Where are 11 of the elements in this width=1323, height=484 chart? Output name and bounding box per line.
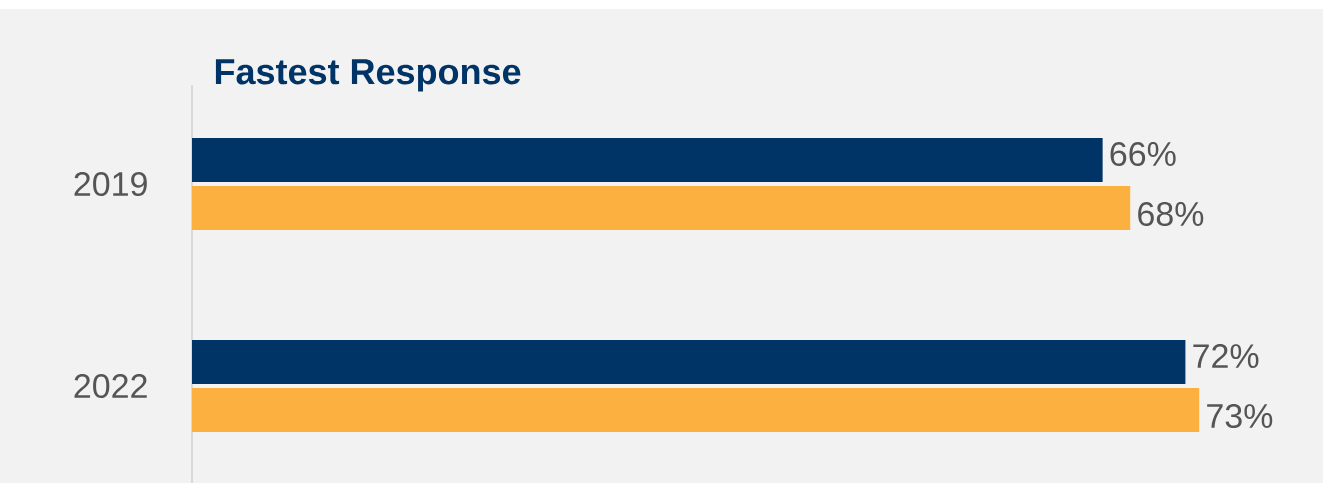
- bar: [192, 186, 1131, 231]
- chart-title: Fastest Response: [215, 59, 521, 92]
- y-tick-label: 2019: [74, 172, 147, 197]
- data-label: 73%: [1207, 404, 1273, 429]
- data-label: 68%: [1138, 202, 1204, 227]
- y-tick-label: 2022: [74, 374, 147, 399]
- bar: [192, 340, 1186, 385]
- bar: [192, 388, 1200, 433]
- bar: [192, 138, 1103, 183]
- data-label: 66%: [1110, 142, 1176, 167]
- data-label: 72%: [1193, 344, 1259, 369]
